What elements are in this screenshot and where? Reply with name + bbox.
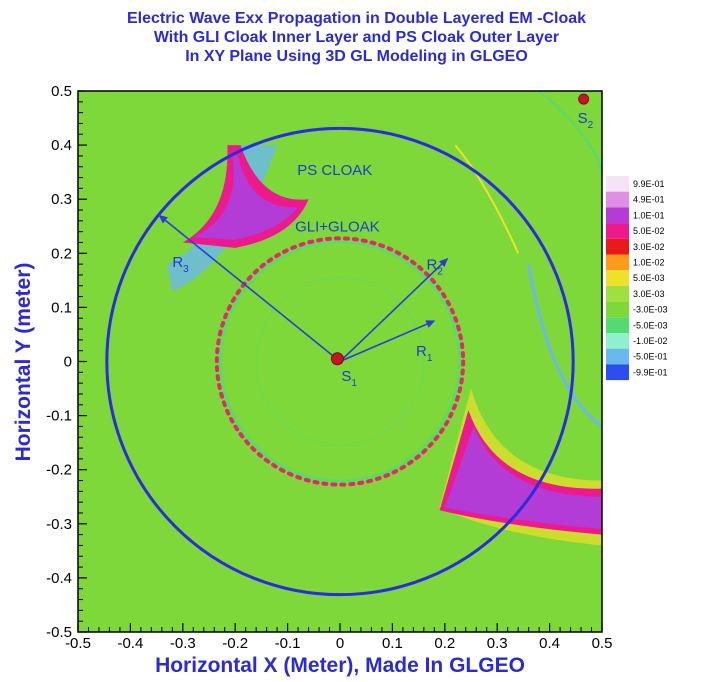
x-axis-label: Horizontal X (Meter), Made In GLGEO: [155, 654, 525, 677]
y-tick-label: -0.4: [46, 570, 72, 587]
legend-swatch: [606, 254, 629, 271]
y-tick-label: -0.2: [46, 462, 72, 479]
x-tick-label: 0.1: [382, 635, 403, 652]
legend-label: -5.0E-03: [633, 320, 668, 330]
y-tick-label: 0.1: [51, 299, 72, 316]
x-tick-label: 0.3: [487, 635, 508, 652]
inner-core-ring: [255, 277, 425, 446]
inner-cloak-halo: [219, 240, 461, 483]
legend-label: -5.0E-01: [633, 352, 668, 362]
y-tick-label: -0.5: [46, 624, 72, 641]
y-tick-label: 0.4: [51, 137, 72, 154]
legend-swatch: [606, 301, 629, 318]
inner-cloak-boundary: [214, 236, 466, 487]
x-tick-label: 0.2: [434, 635, 455, 652]
legend-label: 3.0E-02: [633, 242, 665, 252]
x-tick-label: -0.4: [117, 635, 143, 652]
y-tick-label: 0.2: [51, 245, 72, 262]
legend-swatch: [606, 223, 629, 239]
chart-title-line-3: In XY Plane Using 3D GL Modeling in GLGE…: [185, 48, 528, 65]
legend-label: -9.9E-01: [633, 367, 668, 377]
annotation-2: GLI+GLOAK: [295, 219, 380, 236]
chart-title-line-2: With GLI Cloak Inner Layer and PS Cloak …: [153, 29, 560, 46]
x-tick-label: 0: [336, 635, 344, 652]
field-band-upper-left-magenta: [193, 155, 299, 240]
legend-swatch: [606, 348, 629, 365]
source-marker-2: [578, 93, 590, 105]
field-band-top-right: [538, 91, 602, 173]
axes: -0.5 -0.4 -0.3 -0.2 -0.1 0 0.1 0.2 0.3 0.4 0.5 0.5 0…: [46, 83, 612, 652]
legend-swatch: [606, 364, 629, 381]
legend-label: 4.9E-01: [633, 195, 665, 205]
field-band-lower-right-magenta: [444, 426, 602, 530]
y-tick-label: 0: [64, 354, 72, 371]
x-tick-label: 0.4: [539, 635, 560, 652]
radius-arrow-2: [339, 258, 449, 363]
source-marker-1: [330, 352, 344, 366]
y-tick-label: 0.3: [51, 191, 72, 208]
legend-label: -1.0E-02: [633, 336, 668, 346]
y-tick-label: -0.1: [46, 408, 72, 425]
legend-label: 5.0E-03: [633, 273, 665, 283]
legend-swatch: [606, 238, 629, 255]
radius-arrow-3: [158, 214, 341, 363]
field-band-right-blue: [527, 263, 602, 428]
legend-swatch: [606, 207, 629, 224]
annotation-1: PS CLOAK: [297, 162, 372, 179]
legend-swatch: [606, 317, 629, 333]
legend-label: 9.9E-01: [633, 179, 665, 189]
legend-label: 1.0E-01: [633, 210, 665, 220]
x-tick-label: -0.2: [222, 635, 248, 652]
y-tick-label: 0.5: [51, 83, 72, 100]
x-tick-label: -0.5: [65, 635, 91, 652]
x-tick-label: -0.1: [275, 635, 301, 652]
outer-cloak-boundary: [105, 126, 575, 597]
legend-swatch: [606, 285, 629, 302]
legend-label: -3.0E-03: [633, 305, 668, 315]
color-legend: 9.9E-01 4.9E-01 1.0E-01 5.0E-02 3.0E-02 1.0E-…: [606, 176, 668, 381]
legend-swatch: [606, 191, 629, 208]
legend-label: 5.0E-02: [633, 226, 665, 236]
legend-label: 3.0E-03: [633, 289, 665, 299]
y-tick-label: -0.3: [46, 516, 72, 533]
legend-swatch: [606, 176, 629, 192]
x-tick-label: 0.5: [592, 635, 613, 652]
x-tick-label: -0.3: [170, 635, 196, 652]
field-band-upper-right-yellow: [454, 144, 520, 254]
legend-label: 1.0E-02: [633, 258, 665, 268]
legend-swatch: [606, 270, 629, 286]
radius-arrow-1: [339, 320, 436, 363]
chart-title-line-1: Electric Wave Exx Propagation in Double …: [126, 10, 587, 27]
y-axis-label: Horizontal Y (meter): [12, 263, 35, 462]
legend-swatch: [606, 333, 629, 349]
